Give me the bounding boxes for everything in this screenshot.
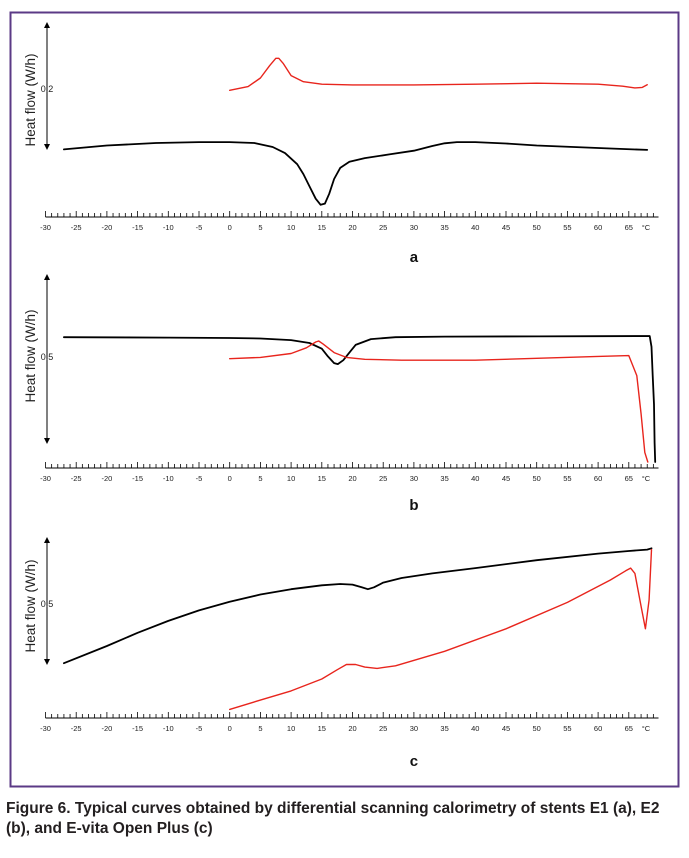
x-tick-label: 60: [594, 223, 602, 232]
x-tick-label: 20: [348, 474, 356, 483]
x-tick-label: 10: [287, 724, 295, 733]
x-tick-label: 25: [379, 223, 387, 232]
x-tick-label: -5: [196, 474, 203, 483]
x-tick-label: 35: [440, 724, 448, 733]
x-tick-label: 20: [348, 724, 356, 733]
x-tick-label: 10: [287, 223, 295, 232]
x-unit-label: °C: [642, 724, 651, 733]
black-dsc-curve: [63, 141, 649, 206]
x-tick-label: -10: [163, 223, 174, 232]
x-tick-label: -15: [132, 724, 143, 733]
x-tick-label: 60: [594, 724, 602, 733]
x-tick-label: 60: [594, 474, 602, 483]
x-tick-label: 50: [533, 474, 541, 483]
x-tick-label: 50: [533, 724, 541, 733]
x-tick-label: 30: [410, 223, 418, 232]
figure-frame: [9, 11, 680, 788]
x-tick-label: -30: [40, 474, 51, 483]
red-dsc-curve: [229, 340, 649, 463]
x-tick-label: 65: [625, 223, 633, 232]
y-scale-arrow-down: [44, 438, 50, 444]
x-tick-label: 15: [318, 474, 326, 483]
x-tick-label: 40: [471, 223, 479, 232]
x-tick-label: 5: [258, 474, 262, 483]
y-scale-value: 0.5: [41, 352, 54, 362]
x-tick-label: 0: [228, 474, 232, 483]
x-tick-label: -10: [163, 724, 174, 733]
y-scale-arrow-down: [44, 144, 50, 150]
panel-a: -30 -25 -20 -15 -10 -5 0 5 10 15 20 25 30 35 40 45 50 55 6…: [23, 22, 659, 266]
x-tick-label: 45: [502, 724, 510, 733]
y-axis-title: Heat flow (W/h): [23, 53, 38, 146]
x-tick-label: -15: [132, 474, 143, 483]
y-scale-arrow-up: [44, 274, 50, 280]
black-dsc-curve: [63, 547, 653, 665]
x-tick-label: 15: [318, 223, 326, 232]
x-tick-label: 20: [348, 223, 356, 232]
x-tick-label: -20: [101, 474, 112, 483]
panel-label: b: [409, 497, 418, 514]
x-tick-label: -15: [132, 223, 143, 232]
x-tick-label: -30: [40, 223, 51, 232]
panel-label: a: [410, 249, 419, 266]
x-tick-label: 65: [625, 474, 633, 483]
x-tick-label: 55: [563, 474, 571, 483]
x-tick-label: -5: [196, 223, 203, 232]
x-tick-label: 40: [471, 474, 479, 483]
x-tick-label: -30: [40, 724, 51, 733]
red-dsc-curve: [229, 57, 648, 91]
y-scale-value: 0.2: [41, 84, 54, 94]
panel-label: c: [410, 753, 418, 770]
x-tick-label: 35: [440, 474, 448, 483]
x-tick-label: 25: [379, 724, 387, 733]
black-dsc-curve: [63, 335, 657, 463]
y-axis-title: Heat flow (W/h): [23, 559, 38, 652]
x-tick-label: 0: [228, 724, 232, 733]
x-tick-label: 65: [625, 724, 633, 733]
x-tick-label: 25: [379, 474, 387, 483]
x-tick-label: 10: [287, 474, 295, 483]
red-dsc-curve: [229, 548, 653, 711]
panel-c: -30 -25 -20 -15 -10 -5 0 5 10 15 20 25 30 35 40 45 50 55 6…: [23, 537, 659, 770]
y-scale-value: 0.5: [41, 599, 54, 609]
x-tick-label: 5: [258, 724, 262, 733]
y-scale-arrow-up: [44, 22, 50, 28]
x-tick-label: 35: [440, 223, 448, 232]
y-scale-arrow-up: [44, 537, 50, 543]
x-tick-label: 55: [563, 223, 571, 232]
x-tick-label: -25: [71, 724, 82, 733]
x-tick-label: 45: [502, 474, 510, 483]
x-tick-label: -5: [196, 724, 203, 733]
y-scale-arrow-down: [44, 659, 50, 665]
x-tick-label: 40: [471, 724, 479, 733]
figure-caption: Figure 6. Typical curves obtained by dif…: [6, 800, 660, 837]
x-tick-label: -10: [163, 474, 174, 483]
x-tick-label: -20: [101, 724, 112, 733]
x-tick-label: -25: [71, 474, 82, 483]
panel-b: -30 -25 -20 -15 -10 -5 0 5 10 15 20 25 30 35 40 45 50 55 6…: [23, 274, 659, 514]
x-unit-label: °C: [642, 223, 651, 232]
x-tick-label: 30: [410, 474, 418, 483]
x-tick-label: 0: [228, 223, 232, 232]
x-tick-label: -20: [101, 223, 112, 232]
x-tick-label: -25: [71, 223, 82, 232]
x-tick-label: 15: [318, 724, 326, 733]
x-tick-label: 50: [533, 223, 541, 232]
y-axis-title: Heat flow (W/h): [23, 309, 38, 402]
x-unit-label: °C: [642, 474, 651, 483]
x-tick-label: 30: [410, 724, 418, 733]
x-tick-label: 45: [502, 223, 510, 232]
x-tick-label: 5: [258, 223, 262, 232]
x-tick-label: 55: [563, 724, 571, 733]
